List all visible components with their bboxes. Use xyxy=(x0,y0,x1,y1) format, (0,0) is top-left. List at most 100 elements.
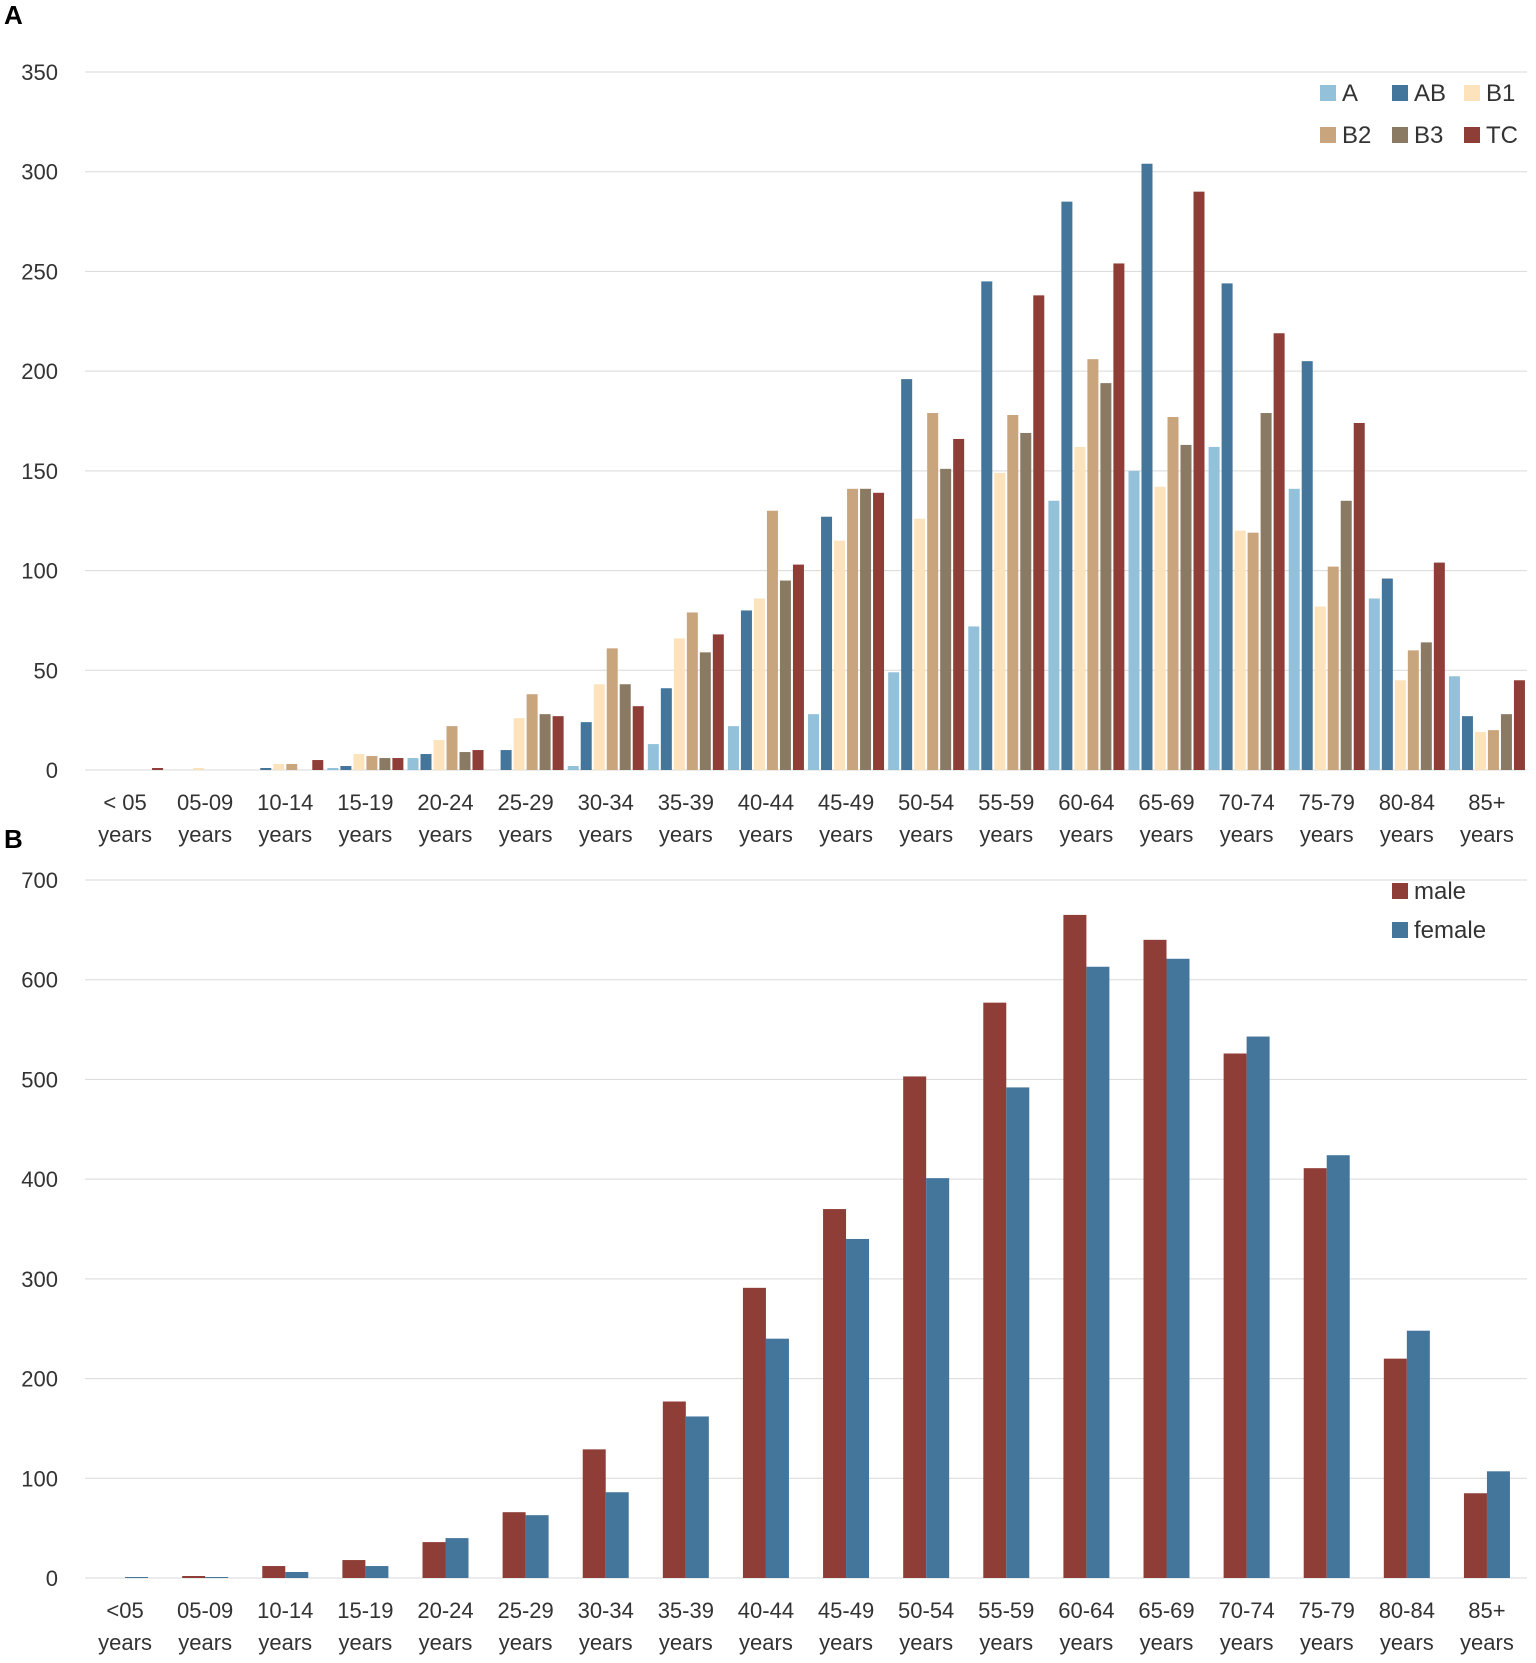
bar-b-female-1 xyxy=(205,1577,229,1578)
bar-a-tc-9 xyxy=(873,492,885,770)
panel-b-chart: B 0 100 200 300 400 500 600 700 <05 years 05-09 year… xyxy=(4,824,1527,1655)
y-tick-label-b-100: 100 xyxy=(21,1466,58,1491)
bar-a-tc-3 xyxy=(392,758,404,770)
bar-a-ab-4 xyxy=(420,754,432,770)
x-tick-label-b-9: 45-49 xyxy=(818,1598,874,1623)
bar-a-ab-14 xyxy=(1221,283,1233,770)
x-tick-label-unit-b-13: years xyxy=(1140,1630,1194,1655)
x-tick-label-b-15: 75-79 xyxy=(1299,1598,1355,1623)
x-tick-label-b-12: 60-64 xyxy=(1058,1598,1114,1623)
bar-a-a-12 xyxy=(1048,500,1060,770)
legend-swatch-b-female xyxy=(1392,922,1408,938)
bar-b-male-2 xyxy=(262,1566,286,1578)
x-tick-label-b-1: 05-09 xyxy=(177,1598,233,1623)
bar-a-ab-12 xyxy=(1061,201,1073,771)
x-tick-label-unit-a-9: years xyxy=(819,822,873,847)
x-tick-label-unit-b-9: years xyxy=(819,1630,873,1655)
bar-a-b3-10 xyxy=(940,468,952,770)
x-tick-label-unit-b-5: years xyxy=(499,1630,553,1655)
x-tick-label-a-5: 25-29 xyxy=(497,790,553,815)
x-tick-label-unit-a-17: years xyxy=(1460,822,1514,847)
bar-b-female-14 xyxy=(1246,1036,1270,1578)
bar-a-a-4 xyxy=(407,758,419,770)
series-a-b2 xyxy=(286,359,1499,770)
bar-a-tc-10 xyxy=(953,438,965,770)
bar-a-b1-12 xyxy=(1074,446,1086,770)
bar-b-female-3 xyxy=(365,1566,389,1578)
bar-a-ab-3 xyxy=(340,766,352,770)
y-tick-label-b-700: 700 xyxy=(21,868,58,893)
x-tick-label-unit-b-1: years xyxy=(178,1630,232,1655)
y-tick-label-a-150: 150 xyxy=(21,459,58,484)
bar-a-b3-8 xyxy=(779,580,791,770)
x-tick-label-unit-b-14: years xyxy=(1220,1630,1274,1655)
x-tick-label-unit-a-10: years xyxy=(899,822,953,847)
bar-a-b1-11 xyxy=(994,472,1006,770)
bar-a-b1-15 xyxy=(1314,606,1326,770)
bar-a-b1-4 xyxy=(433,740,445,770)
bar-a-b3-4 xyxy=(459,752,471,770)
bar-b-female-5 xyxy=(525,1515,549,1578)
bar-a-b2-5 xyxy=(526,694,538,770)
x-tick-label-unit-a-7: years xyxy=(659,822,713,847)
bar-a-tc-15 xyxy=(1353,422,1365,770)
bar-a-b1-6 xyxy=(593,684,605,770)
bar-a-b1-5 xyxy=(513,718,525,770)
bar-b-male-7 xyxy=(662,1401,686,1578)
bar-a-b1-8 xyxy=(753,598,765,770)
bar-a-a-11 xyxy=(968,626,980,770)
bar-a-b2-13 xyxy=(1167,417,1179,770)
x-tick-label-a-1: 05-09 xyxy=(177,790,233,815)
bar-a-b2-10 xyxy=(927,413,939,770)
legend-label-a-b2: B2 xyxy=(1342,122,1371,149)
legend-swatch-a-a xyxy=(1320,85,1336,101)
bar-a-ab-17 xyxy=(1461,716,1473,770)
bar-b-male-14 xyxy=(1223,1053,1247,1578)
x-tick-label-a-17: 85+ xyxy=(1468,790,1505,815)
x-tick-label-b-3: 15-19 xyxy=(337,1598,393,1623)
y-tick-label-b-200: 200 xyxy=(21,1367,58,1392)
bar-a-b2-8 xyxy=(766,510,778,770)
panel-a-chart: A 0 50 100 150 200 250 300 350 < 05 years 05-09 year… xyxy=(4,0,1527,847)
bar-b-male-4 xyxy=(422,1542,446,1578)
x-tick-label-unit-a-5: years xyxy=(499,822,553,847)
panel-label-b: B xyxy=(4,824,23,854)
bar-a-tc-13 xyxy=(1193,191,1205,770)
bar-a-a-13 xyxy=(1128,470,1140,770)
x-tick-label-unit-b-4: years xyxy=(419,1630,473,1655)
bar-a-a-14 xyxy=(1208,446,1220,770)
x-tick-label-a-8: 40-44 xyxy=(738,790,794,815)
bar-a-tc-8 xyxy=(792,564,804,770)
bar-b-female-8 xyxy=(765,1338,789,1578)
bar-a-b3-13 xyxy=(1180,444,1192,770)
bar-b-female-2 xyxy=(285,1572,309,1578)
legend-label-a-ab: AB xyxy=(1414,80,1446,107)
x-tick-label-unit-a-1: years xyxy=(178,822,232,847)
bar-a-b3-6 xyxy=(619,684,631,770)
bar-a-ab-7 xyxy=(660,688,672,770)
x-tick-label-unit-a-12: years xyxy=(1059,822,1113,847)
bar-a-tc-11 xyxy=(1033,295,1045,770)
bar-a-tc-2 xyxy=(312,760,324,770)
legend-a: A AB B1 B2 B3 TC xyxy=(1320,80,1518,149)
x-tick-label-unit-b-12: years xyxy=(1059,1630,1113,1655)
x-tick-label-unit-a-8: years xyxy=(739,822,793,847)
bar-a-b1-2 xyxy=(273,764,285,770)
legend-b: male female xyxy=(1392,878,1486,944)
bar-a-a-8 xyxy=(727,726,739,770)
y-tick-label-b-600: 600 xyxy=(21,968,58,993)
bar-a-tc-4 xyxy=(472,750,484,770)
x-tick-label-a-9: 45-49 xyxy=(818,790,874,815)
legend-swatch-a-b3 xyxy=(1392,127,1408,143)
x-tick-label-unit-b-8: years xyxy=(739,1630,793,1655)
bar-a-b3-3 xyxy=(379,758,391,770)
y-tick-label-a-350: 350 xyxy=(21,60,58,85)
bar-b-male-6 xyxy=(582,1449,606,1578)
bar-b-male-5 xyxy=(502,1512,526,1578)
x-tick-label-unit-a-16: years xyxy=(1380,822,1434,847)
bar-a-b2-16 xyxy=(1407,650,1419,770)
bar-a-tc-16 xyxy=(1433,562,1445,770)
bar-a-b2-9 xyxy=(847,488,859,770)
bar-b-female-15 xyxy=(1326,1155,1350,1578)
x-tick-label-unit-a-11: years xyxy=(979,822,1033,847)
